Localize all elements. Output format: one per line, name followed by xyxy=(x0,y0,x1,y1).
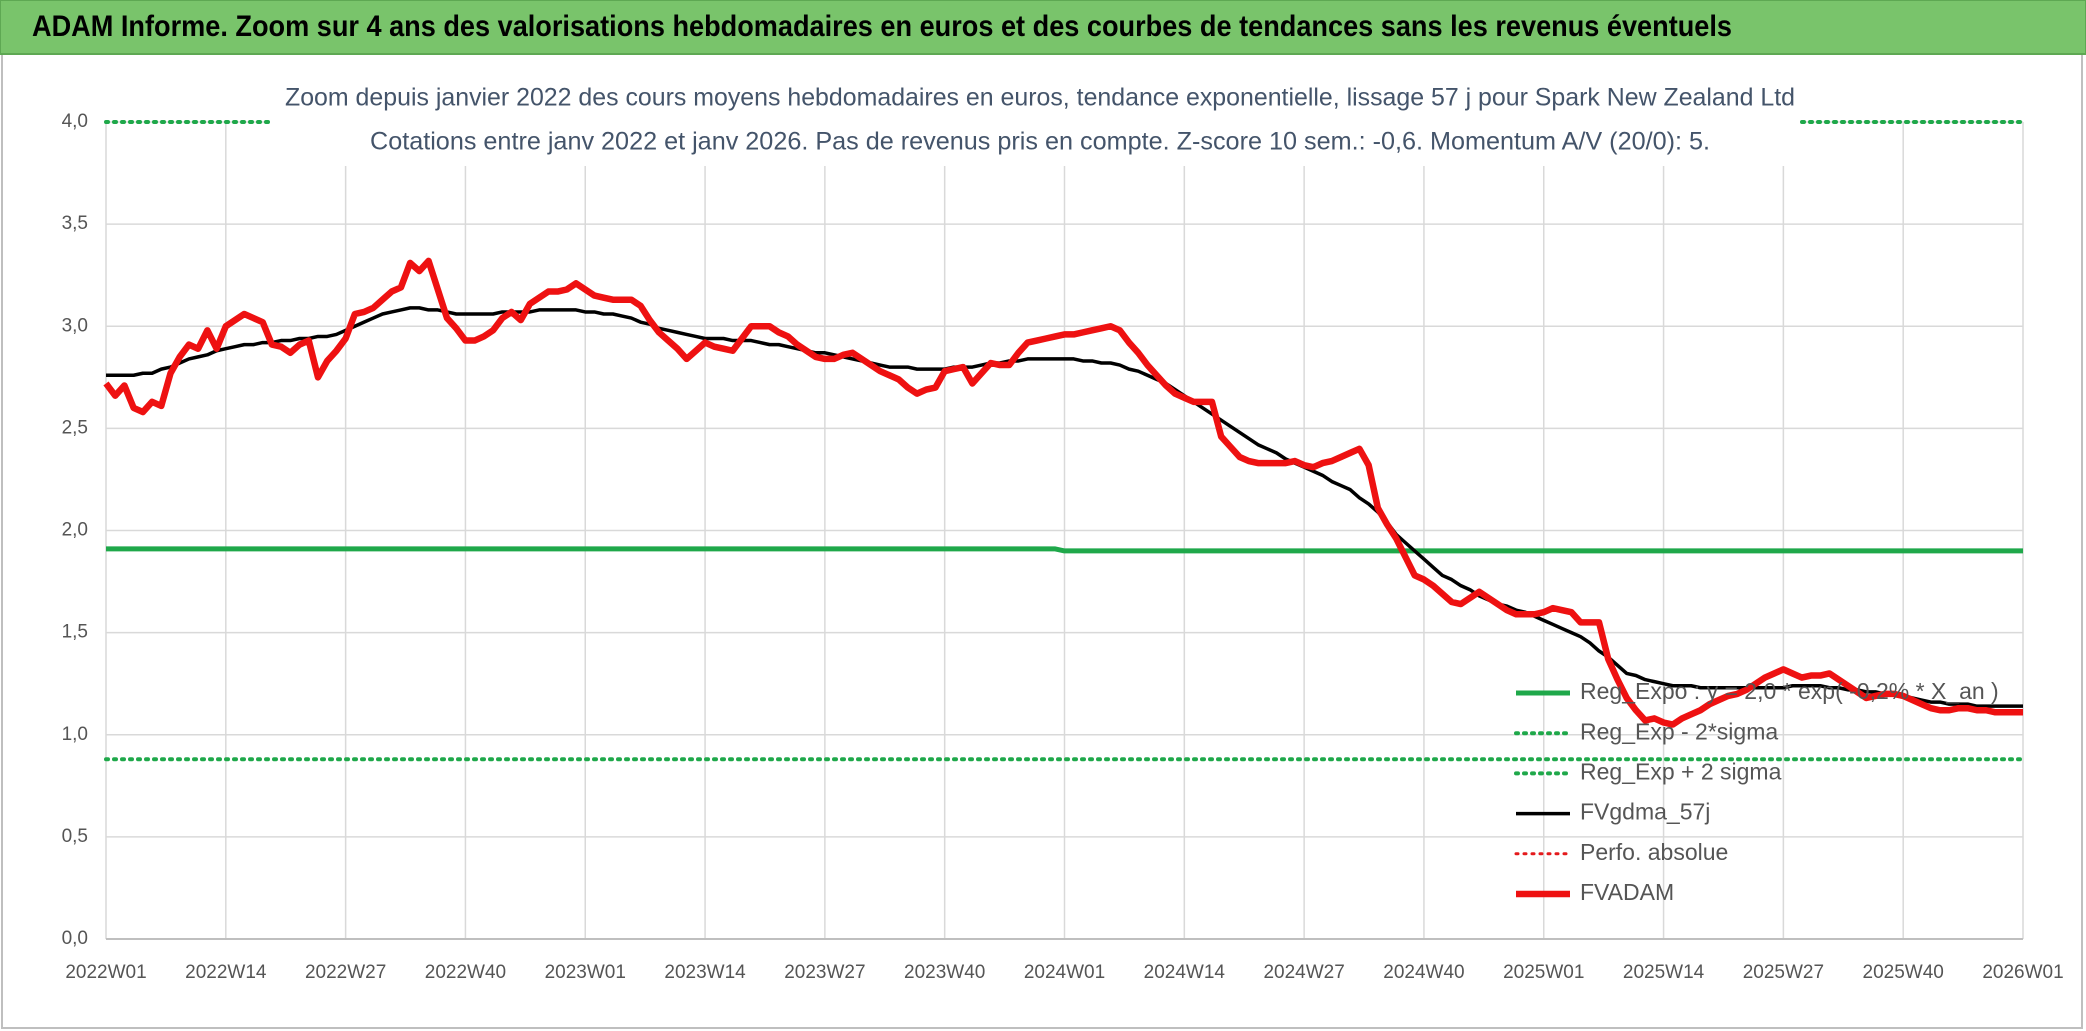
x-tick-label: 2023W40 xyxy=(904,962,985,983)
y-tick-label: 0,0 xyxy=(62,928,88,949)
legend-label: Reg_Exp + 2 sigma xyxy=(1580,758,1782,784)
chart-title: Zoom depuis janvier 2022 des cours moyen… xyxy=(285,84,1795,112)
x-tick-label: 2022W14 xyxy=(185,962,267,983)
legend-label: Perfo. absolue xyxy=(1580,839,1728,865)
x-tick-label: 2025W40 xyxy=(1863,962,1944,983)
x-tick-label: 2025W14 xyxy=(1623,962,1705,983)
series-line xyxy=(106,546,2023,554)
y-tick-label: 2,0 xyxy=(62,520,88,541)
y-tick-label: 2,5 xyxy=(62,417,88,438)
series-line xyxy=(103,257,2023,728)
y-tick-label: 0,5 xyxy=(62,826,88,847)
chart-subtitle: Cotations entre janv 2022 et janv 2026. … xyxy=(370,128,1710,156)
x-tick-label: 2025W01 xyxy=(1503,962,1584,983)
series-line xyxy=(106,306,2023,708)
y-tick-label: 1,5 xyxy=(62,622,88,643)
x-tick-label: 2025W27 xyxy=(1743,962,1824,983)
y-tick-label: 3,0 xyxy=(62,315,88,336)
legend-label: FVgdma_57j xyxy=(1580,799,1710,825)
y-tick-label: 3,5 xyxy=(62,213,88,234)
x-tick-label: 2024W01 xyxy=(1024,962,1105,983)
legend-label: Reg_Expo : y = 2,0 * exp( -0,2% * X_an ) xyxy=(1580,678,1999,704)
y-tick-label: 1,0 xyxy=(62,724,88,745)
header-title: ADAM Informe. Zoom sur 4 ans des valoris… xyxy=(32,10,1732,43)
x-tick-label: 2022W27 xyxy=(305,962,386,983)
y-tick-label: 4,0 xyxy=(62,111,88,132)
header-bar xyxy=(0,0,2086,55)
x-tick-label: 2023W01 xyxy=(545,962,626,983)
x-tick-label: 2024W40 xyxy=(1383,962,1464,983)
x-tick-label: 2022W01 xyxy=(65,962,146,983)
legend-label: FVADAM xyxy=(1580,879,1674,905)
x-tick-label: 2023W14 xyxy=(664,962,746,983)
title-box xyxy=(270,76,1800,166)
x-tick-label: 2022W40 xyxy=(425,962,506,983)
x-tick-label: 2026W01 xyxy=(1982,962,2063,983)
x-tick-label: 2024W27 xyxy=(1263,962,1344,983)
x-tick-label: 2023W27 xyxy=(784,962,865,983)
x-tick-label: 2024W14 xyxy=(1144,962,1226,983)
legend-label: Reg_Exp - 2*sigma xyxy=(1580,718,1778,744)
